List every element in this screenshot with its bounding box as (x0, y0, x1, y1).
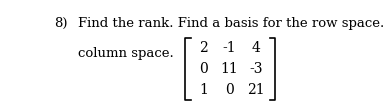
Text: -1: -1 (222, 41, 236, 55)
Text: 1: 1 (200, 83, 208, 97)
Text: 11: 11 (220, 62, 238, 76)
Text: Find the rank. Find a basis for the row space. Find a basis for the: Find the rank. Find a basis for the row … (78, 17, 386, 30)
Text: 0: 0 (200, 62, 208, 76)
Text: 0: 0 (225, 83, 234, 97)
Text: 8): 8) (54, 17, 68, 30)
Text: 21: 21 (247, 83, 265, 97)
Text: column space.: column space. (78, 47, 174, 60)
Text: 4: 4 (252, 41, 261, 55)
Text: -3: -3 (249, 62, 263, 76)
Text: 2: 2 (200, 41, 208, 55)
